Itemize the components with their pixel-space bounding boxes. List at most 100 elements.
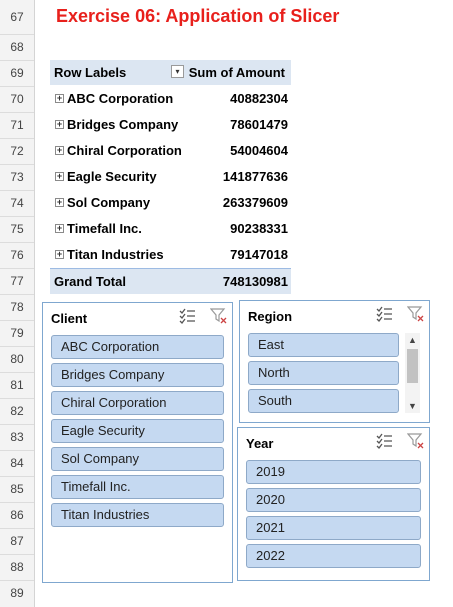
row-divider [0, 580, 34, 581]
pivot-row[interactable]: + Eagle Security 141877636 [50, 164, 291, 190]
row-divider [0, 294, 34, 295]
row-number[interactable]: 87 [10, 534, 24, 548]
scroll-thumb[interactable] [407, 349, 418, 383]
slicer-item-2020[interactable]: 2020 [246, 488, 421, 512]
row-divider [0, 450, 34, 451]
row-number[interactable]: 77 [10, 274, 24, 288]
row-number[interactable]: 68 [10, 40, 24, 54]
region-slicer-title: Region [248, 309, 293, 324]
row-number[interactable]: 83 [10, 430, 24, 444]
expand-plus-icon[interactable]: + [55, 223, 64, 233]
slicer-item-bridges-company[interactable]: Bridges Company [51, 363, 224, 387]
clear-filter-icon[interactable] [407, 432, 425, 450]
slicer-item-chiral-corporation[interactable]: Chiral Corporation [51, 391, 224, 415]
row-divider [0, 398, 34, 399]
row-divider [0, 86, 34, 87]
row-number[interactable]: 79 [10, 326, 24, 340]
row-number[interactable]: 88 [10, 560, 24, 574]
pivot-row-amount: 54004604 [230, 143, 288, 158]
row-number[interactable]: 75 [10, 222, 24, 236]
pivot-row-label: Titan Industries [67, 247, 164, 262]
pivot-row[interactable]: + Timefall Inc. 90238331 [50, 216, 291, 242]
region-slicer[interactable]: Region East North South ▲ ▼ [239, 300, 430, 423]
row-divider [0, 502, 34, 503]
pivot-row[interactable]: + Sol Company 263379609 [50, 190, 291, 216]
slicer-item-east[interactable]: East [248, 333, 399, 357]
row-number[interactable]: 89 [10, 586, 24, 600]
row-number[interactable]: 76 [10, 248, 24, 262]
row-number[interactable]: 81 [10, 378, 24, 392]
slicer-item-eagle-security[interactable]: Eagle Security [51, 419, 224, 443]
pivot-row[interactable]: + ABC Corporation 40882304 [50, 86, 291, 112]
pivot-row[interactable]: + Bridges Company 78601479 [50, 112, 291, 138]
row-divider [0, 268, 34, 269]
row-divider [0, 242, 34, 243]
sum-of-amount-header: Sum of Amount [188, 65, 285, 80]
region-scrollbar[interactable]: ▲ ▼ [405, 333, 420, 413]
pivot-row[interactable]: + Chiral Corporation 54004604 [50, 138, 291, 164]
client-slicer-title: Client [51, 311, 88, 326]
row-labels-header: Row Labels [54, 65, 127, 80]
pivot-row-label: Bridges Company [67, 117, 179, 132]
slicer-item-abc-corporation[interactable]: ABC Corporation [51, 335, 224, 359]
slicer-item-2021[interactable]: 2021 [246, 516, 421, 540]
row-number[interactable]: 86 [10, 508, 24, 522]
multi-select-icon[interactable] [178, 307, 196, 325]
pivot-row-amount: 78601479 [230, 117, 288, 132]
pivot-row-label: ABC Corporation [67, 91, 174, 106]
row-number[interactable]: 82 [10, 404, 24, 418]
slicer-item-2022[interactable]: 2022 [246, 544, 421, 568]
expand-plus-icon[interactable]: + [55, 171, 64, 181]
row-number[interactable]: 73 [10, 170, 24, 184]
year-slicer-title: Year [246, 436, 274, 451]
pivot-row-amount: 90238331 [230, 221, 288, 236]
slicer-item-titan-industries[interactable]: Titan Industries [51, 503, 224, 527]
client-slicer[interactable]: Client ABC Corporation Bridges Company C… [42, 302, 233, 583]
scroll-down-arrow-icon[interactable]: ▼ [408, 401, 417, 411]
expand-plus-icon[interactable]: + [55, 93, 64, 103]
pivot-row-amount: 263379609 [222, 195, 288, 210]
slicer-item-sol-company[interactable]: Sol Company [51, 447, 224, 471]
slicer-item-south[interactable]: South [248, 389, 399, 413]
pivot-row-amount: 141877636 [222, 169, 288, 184]
expand-plus-icon[interactable]: + [55, 249, 64, 259]
row-number[interactable]: 78 [10, 300, 24, 314]
multi-select-icon[interactable] [375, 432, 393, 450]
pivot-header: Row Labels ▾ Sum of Amount [50, 60, 291, 85]
row-number[interactable]: 71 [10, 118, 24, 132]
dropdown-filter-icon[interactable]: ▾ [171, 65, 184, 78]
clear-filter-icon[interactable] [407, 305, 425, 323]
row-number[interactable]: 70 [10, 92, 24, 106]
slicer-item-2019[interactable]: 2019 [246, 460, 421, 484]
row-number[interactable]: 67 [10, 10, 24, 24]
row-number[interactable]: 74 [10, 196, 24, 210]
row-number[interactable]: 72 [10, 144, 24, 158]
clear-filter-icon[interactable] [210, 307, 228, 325]
pivot-row[interactable]: + Titan Industries 79147018 [50, 242, 291, 268]
grand-total-row[interactable]: Grand Total 748130981 [50, 268, 291, 294]
multi-select-icon[interactable] [375, 305, 393, 323]
row-number[interactable]: 80 [10, 352, 24, 366]
row-divider [0, 528, 34, 529]
pivot-row-label: Timefall Inc. [67, 221, 142, 236]
expand-plus-icon[interactable]: + [55, 119, 64, 129]
row-divider [0, 372, 34, 373]
expand-plus-icon[interactable]: + [55, 145, 64, 155]
expand-plus-icon[interactable]: + [55, 197, 64, 207]
slicer-item-timefall-inc[interactable]: Timefall Inc. [51, 475, 224, 499]
row-number[interactable]: 84 [10, 456, 24, 470]
pivot-row-amount: 40882304 [230, 91, 288, 106]
year-slicer[interactable]: Year 2019 2020 2021 2022 [237, 427, 430, 581]
row-divider [0, 424, 34, 425]
slicer-item-north[interactable]: North [248, 361, 399, 385]
pivot-row-label: Eagle Security [67, 169, 157, 184]
row-number[interactable]: 69 [10, 66, 24, 80]
pivot-row-amount: 79147018 [230, 247, 288, 262]
grand-total-value: 748130981 [222, 274, 288, 289]
row-divider [0, 138, 34, 139]
row-divider [0, 34, 34, 35]
row-divider [0, 216, 34, 217]
row-divider [0, 320, 34, 321]
row-number[interactable]: 85 [10, 482, 24, 496]
scroll-up-arrow-icon[interactable]: ▲ [408, 335, 417, 345]
